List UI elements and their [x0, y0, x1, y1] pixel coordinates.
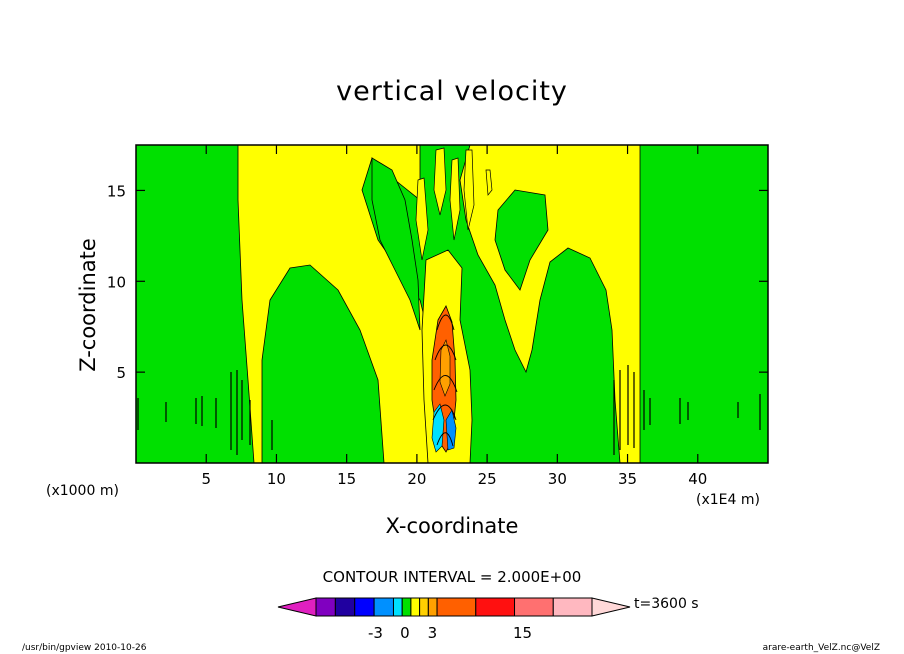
colorbar-segment	[552, 597, 593, 617]
y-tick-label: 15	[107, 182, 126, 200]
plot-frame	[135, 144, 769, 464]
colorbar	[277, 597, 631, 617]
colorbar-segment	[334, 597, 356, 617]
colorbar-tick-label: 15	[513, 624, 532, 642]
colorbar-segment	[354, 597, 375, 617]
contour-field	[136, 144, 768, 464]
colorbar-under-triangle	[277, 597, 317, 617]
x-tick-label: 20	[407, 470, 426, 488]
inner-left-green	[371, 157, 421, 331]
colorbar-segment	[392, 597, 403, 617]
colorbar-ticks: -3 0 3 15	[368, 624, 532, 642]
x-tick-label: 5	[201, 470, 211, 488]
x-unit-left: (x1000 m)	[46, 483, 119, 499]
x-tick-label: 25	[478, 470, 497, 488]
colorbar-segment	[475, 597, 516, 617]
contour-interval-label: CONTOUR INTERVAL = 2.000E+00	[322, 568, 582, 586]
footer-right: arare-earth_VelZ.nc@VelZ	[762, 643, 880, 653]
central-updraft-core	[439, 339, 451, 397]
x-tick-label: 40	[688, 470, 707, 488]
colorbar-segment	[410, 597, 421, 617]
colorbar-tick-label: 0	[400, 624, 410, 642]
x-axis-label: X-coordinate	[385, 514, 519, 538]
y-tick-label: 10	[107, 273, 126, 291]
footer-left: /usr/bin/gpview 2010-10-26	[22, 643, 147, 653]
x-tick-label: 15	[337, 470, 356, 488]
colorbar-segment	[427, 597, 438, 617]
colorbar-segment	[419, 597, 429, 617]
y-tick-label: 5	[116, 364, 126, 382]
colorbar-segment	[373, 597, 394, 617]
colorbar-segment	[401, 597, 412, 617]
chart-title: vertical velocity	[336, 76, 568, 107]
central-fine-contours	[432, 314, 458, 447]
x-ticks: 5 10 15 20 25 30 35 40	[201, 145, 707, 488]
x-tick-label: 10	[267, 470, 286, 488]
colorbar-tick-label: -3	[368, 624, 383, 642]
x-unit-right: (x1E4 m)	[696, 492, 760, 508]
inner-right-green	[494, 189, 549, 291]
colorbar-tick-label: 3	[428, 624, 438, 642]
central-downdraft-2	[445, 409, 457, 451]
x-tick-label: 30	[548, 470, 567, 488]
time-label: t=3600 s	[634, 596, 699, 612]
colorbar-over-triangle	[591, 597, 631, 617]
colorbar-segment	[436, 597, 477, 617]
lower-fine-structures	[137, 365, 761, 455]
upper-streaks	[415, 147, 493, 261]
colorbar-segment	[315, 597, 336, 617]
colorbar-segment	[514, 597, 554, 617]
x-tick-label: 35	[618, 470, 637, 488]
y-ticks: 5 10 15	[107, 182, 768, 382]
